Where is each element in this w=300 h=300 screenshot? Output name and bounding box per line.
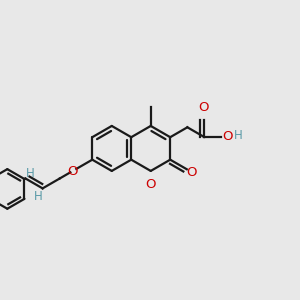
Text: O: O — [186, 166, 197, 178]
Text: O: O — [67, 165, 77, 178]
Text: H: H — [26, 167, 34, 180]
Text: H: H — [234, 129, 243, 142]
Text: O: O — [222, 130, 233, 143]
Text: H: H — [34, 190, 42, 203]
Text: O: O — [146, 178, 156, 191]
Text: O: O — [199, 101, 209, 114]
